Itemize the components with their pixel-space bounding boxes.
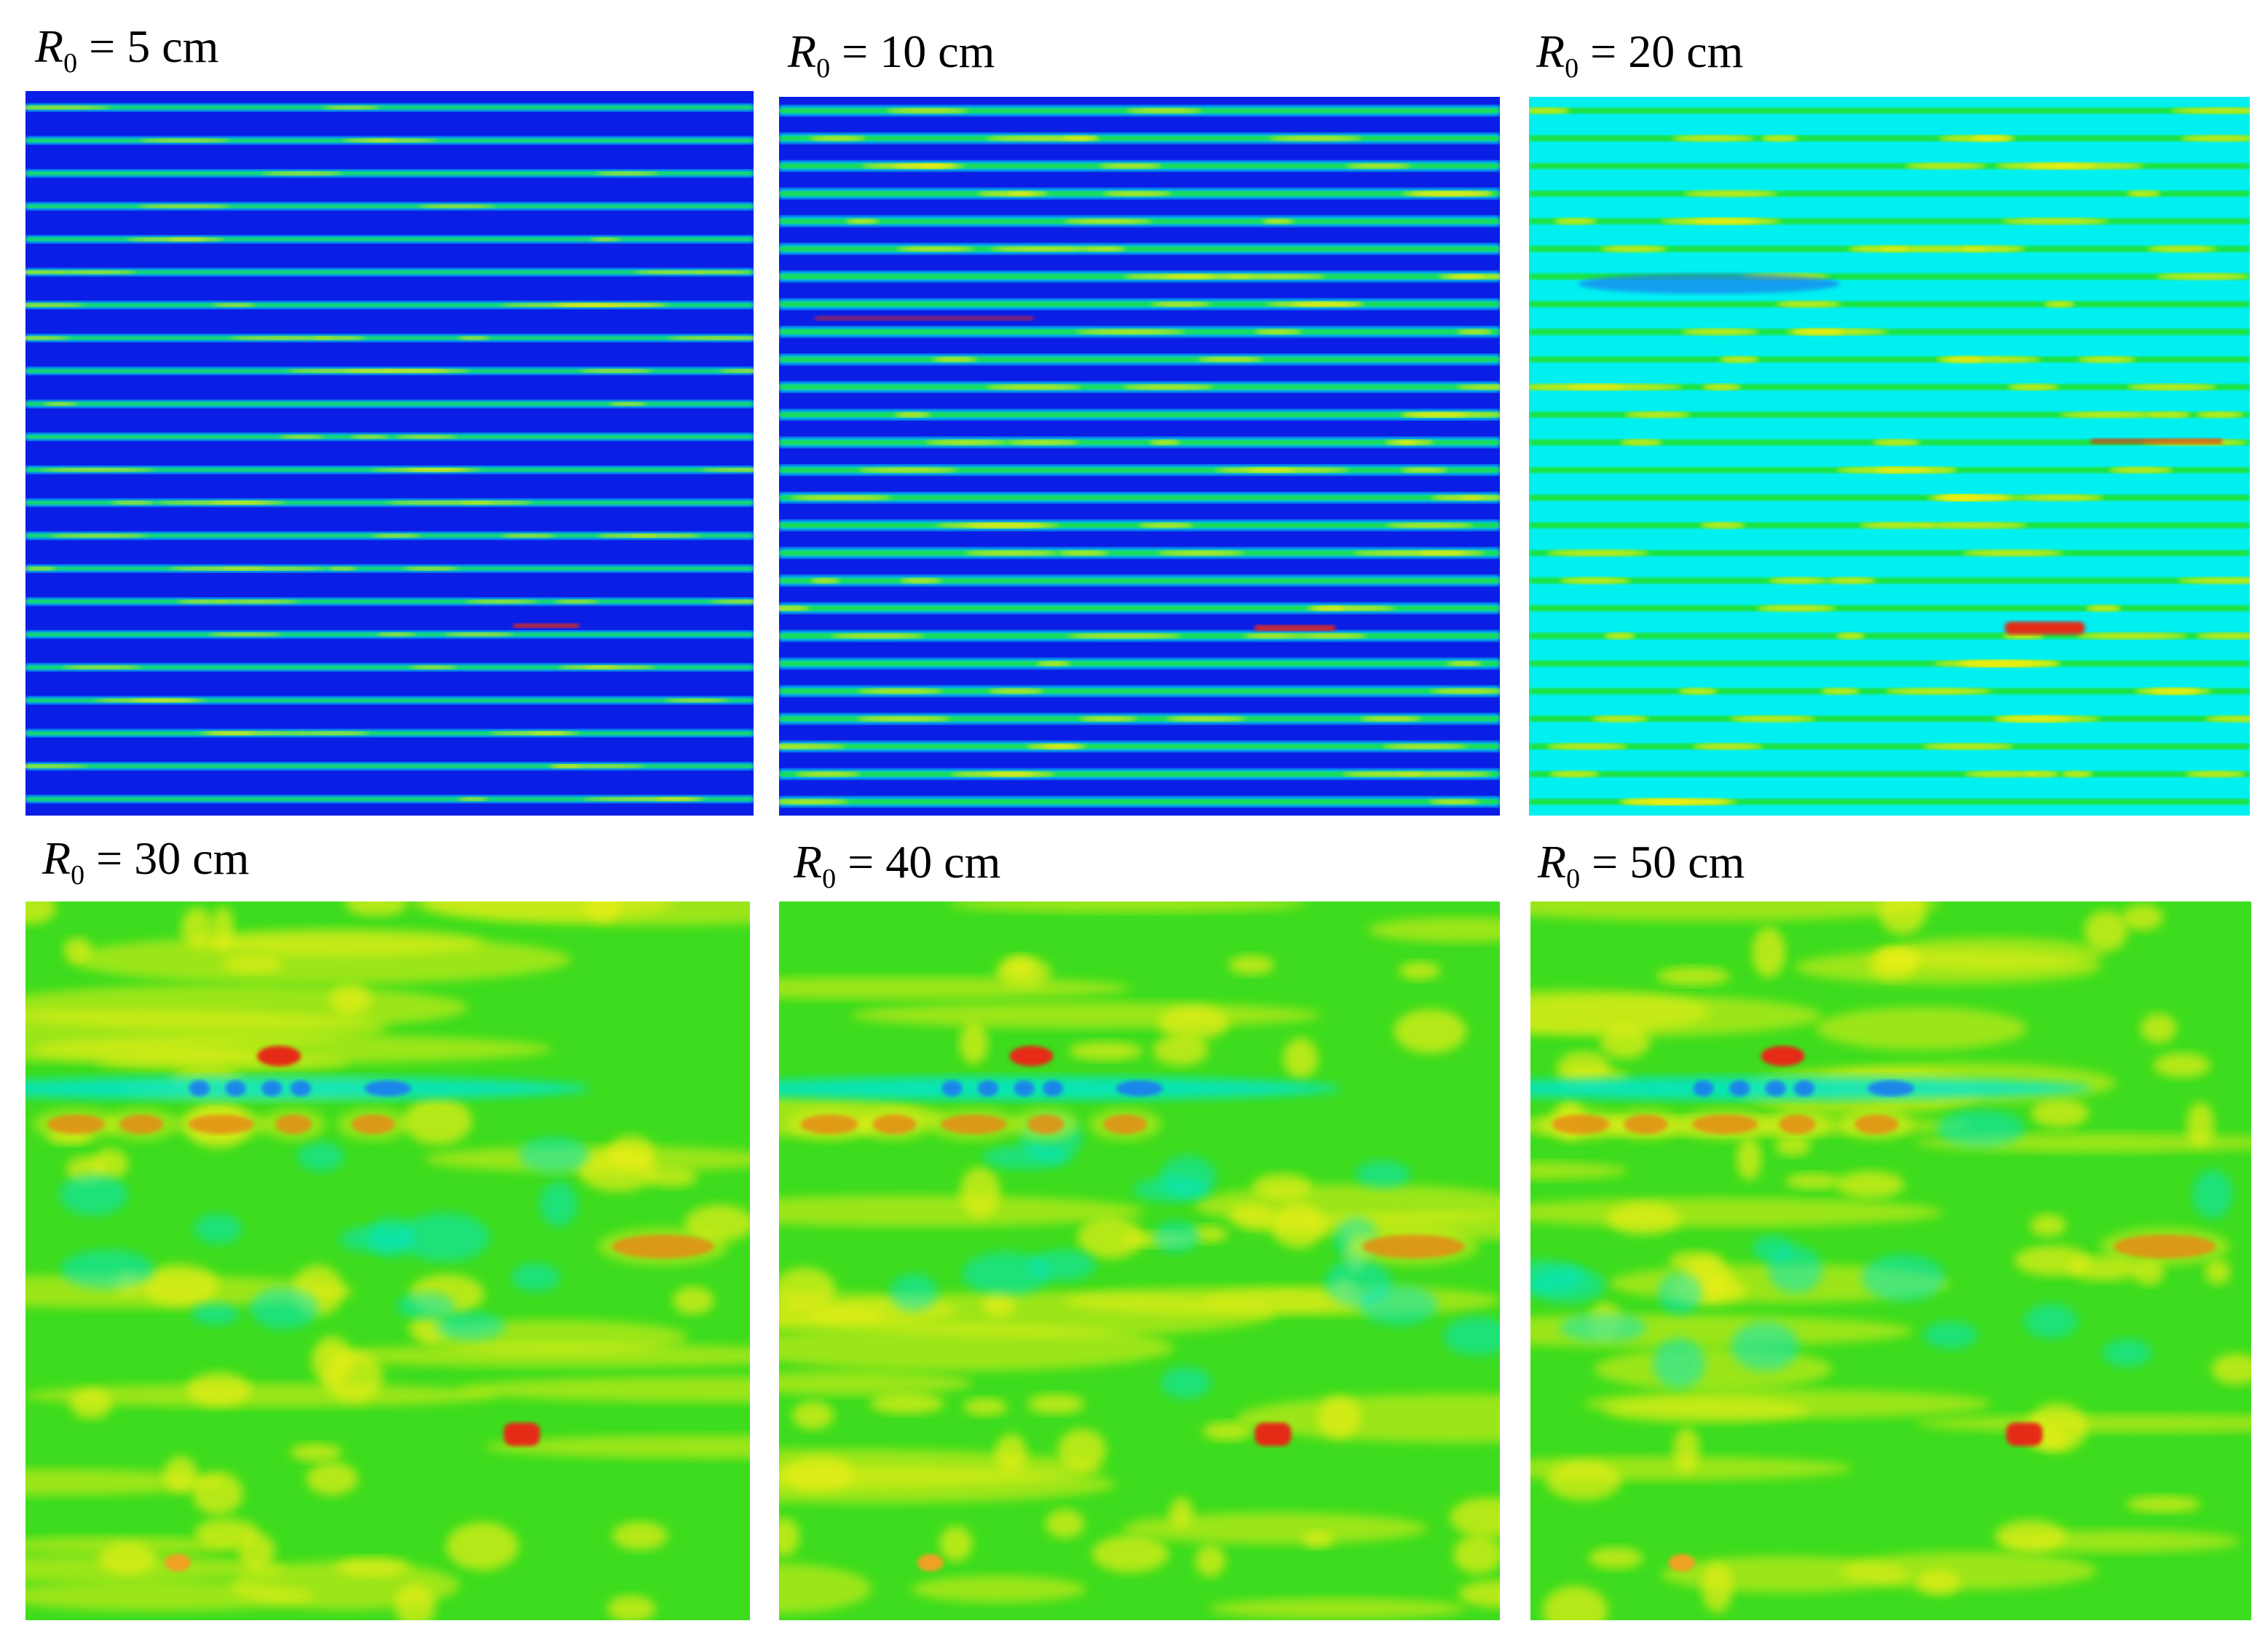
panel-r0-10cm: R0 = 10 cm xyxy=(779,25,1500,816)
panel-r0-50cm: R0 = 50 cm xyxy=(1530,836,2251,1620)
heatmap-image xyxy=(779,97,1500,816)
panel-label: R0 = 5 cm xyxy=(34,20,218,79)
panel-r0-40cm: R0 = 40 cm xyxy=(779,836,1500,1620)
heatmap-image xyxy=(779,902,1500,1620)
heatmap-image xyxy=(25,902,750,1620)
heatmap-image xyxy=(1530,902,2251,1620)
panel-label: R0 = 30 cm xyxy=(42,832,249,891)
panel-label: R0 = 10 cm xyxy=(787,25,995,84)
panel-r0-20cm: R0 = 20 cm xyxy=(1529,25,2250,816)
panel-label: R0 = 50 cm xyxy=(1537,836,1745,894)
heatmap-image xyxy=(25,91,754,816)
panel-label: R0 = 40 cm xyxy=(793,836,1000,894)
panel-r0-30cm: R0 = 30 cm xyxy=(25,832,750,1620)
panel-r0-5cm: R0 = 5 cm xyxy=(25,20,754,816)
panel-label: R0 = 20 cm xyxy=(1536,25,1743,84)
heatmap-image xyxy=(1529,97,2250,816)
